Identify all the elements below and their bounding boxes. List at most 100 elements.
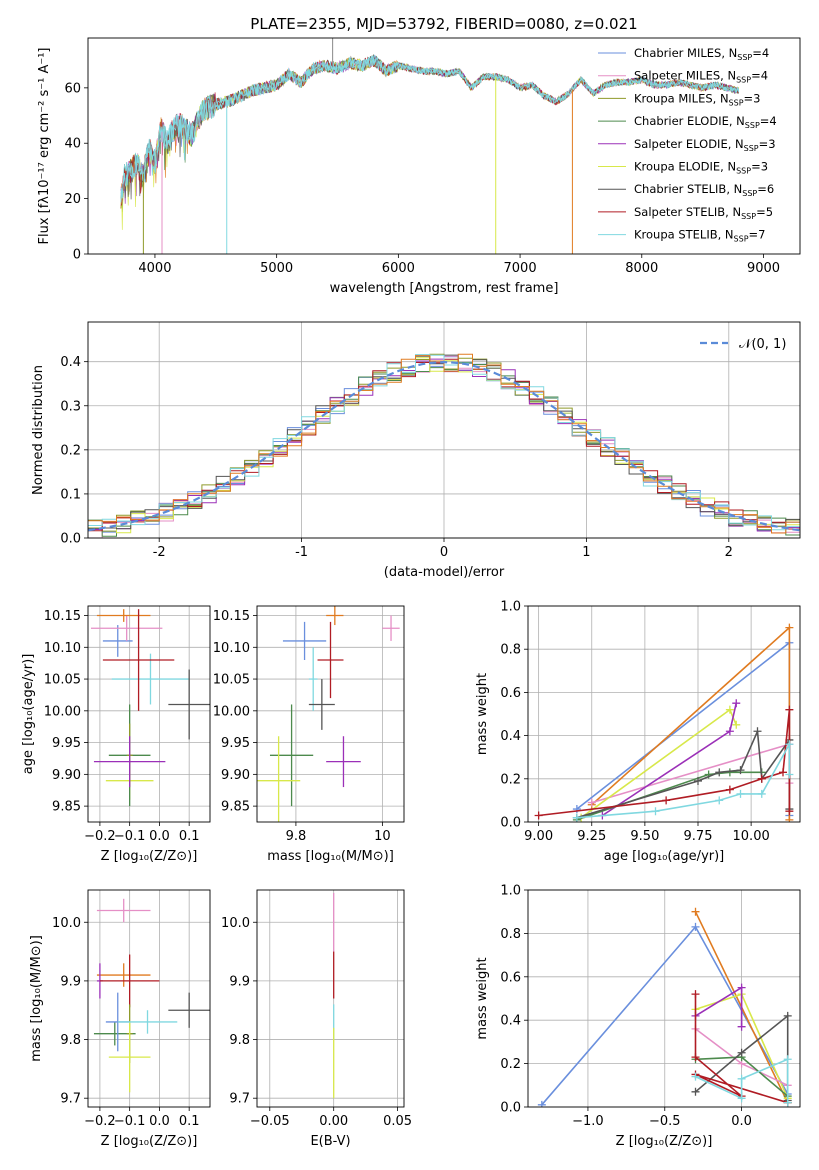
legend-label: Salpeter STELIB, NSSP=5 xyxy=(634,205,773,221)
x-tick-label: 0.1 xyxy=(179,829,200,844)
x-tick-label: −0.5 xyxy=(649,1114,681,1129)
axes-frame xyxy=(87,605,211,823)
chart-weight-vs-age: 9.00 9.25 9.50 9.75 10.00 0.0 0.2 0.4 0.6 0.8 1.0 a… xyxy=(475,600,801,864)
chart-mass-vs-Z: −0.2−0.1 0.0 0.1 9.7 9.8 9.9 10.0 Z [log₁₀(Z/Z⊙… xyxy=(29,889,211,1149)
weight-marker xyxy=(694,776,702,785)
errorbar-point xyxy=(382,615,400,641)
y-tick-label: 0.2 xyxy=(500,772,521,787)
y-tick-label: 0.8 xyxy=(500,643,521,658)
legend-label-main: Kroupa ELODIE, N xyxy=(634,160,736,174)
weight-marker xyxy=(534,811,543,820)
legend-label-main: Kroupa STELIB, N xyxy=(634,228,734,242)
errorbar-point xyxy=(282,621,327,660)
weight-marker xyxy=(572,813,581,822)
weight-marker xyxy=(725,785,734,794)
x-tick-label: 0.00 xyxy=(319,1114,348,1129)
weight-line xyxy=(591,625,791,820)
legend-label-suffix: =4 xyxy=(760,114,777,128)
legend-label-main: Chabrier MILES, N xyxy=(634,46,737,60)
y-tick-label: 9.9 xyxy=(229,974,250,989)
weight-marker xyxy=(691,922,700,931)
x-tick-label: −0.1 xyxy=(114,829,146,844)
x-axis-label: Z [log₁₀(Z/Z⊙)] xyxy=(101,1134,198,1149)
weight-marker xyxy=(587,798,596,807)
y-tick-label: 1.0 xyxy=(500,600,521,615)
x-tick-label: 9000 xyxy=(747,261,780,276)
legend-label-sub: SSP xyxy=(742,189,757,198)
y-axis-label: Flux [fλ10⁻¹⁷ erg cm⁻² s⁻¹ A⁻¹] xyxy=(37,48,52,245)
legend-label-suffix: =7 xyxy=(749,228,766,242)
weight-series xyxy=(534,705,794,820)
legend-label: Salpeter MILES, NSSP=4 xyxy=(634,69,768,85)
charts-layer: 4000 5000 6000 7000 8000 90000204060wavelengt… xyxy=(21,37,801,1149)
errorbar-point xyxy=(269,704,314,807)
grid xyxy=(88,606,210,822)
plot-area xyxy=(90,609,210,807)
chart-spectrum: 4000 5000 6000 7000 8000 9000 0 20 40 60 wavelengt… xyxy=(37,37,801,296)
y-tick-label: 0.0 xyxy=(500,1101,521,1116)
weight-marker xyxy=(651,807,660,816)
weight-marker xyxy=(737,1048,746,1057)
x-tick-label: 8000 xyxy=(625,261,658,276)
y-tick-label: 0.1 xyxy=(60,487,81,502)
y-tick-label: 0.0 xyxy=(60,532,81,547)
legend-label-suffix: =4 xyxy=(751,69,768,83)
y-tick-label: 10.15 xyxy=(213,609,250,624)
legend-label-suffix: =4 xyxy=(752,46,769,60)
legend-label-sub: SSP xyxy=(736,167,751,176)
x-tick-label: 9.50 xyxy=(630,829,659,844)
y-axis-label: age [log₁₀(age/yr)] xyxy=(21,654,36,775)
legend-label: Kroupa MILES, NSSP=3 xyxy=(634,91,760,107)
weight-marker xyxy=(662,796,671,805)
y-tick-label: 60 xyxy=(64,81,81,96)
y-tick-label: 9.95 xyxy=(52,736,81,751)
x-tick-label: 0 xyxy=(440,545,448,560)
x-tick-label: 0.0 xyxy=(149,829,170,844)
weight-marker xyxy=(691,1053,700,1062)
weight-marker xyxy=(737,983,746,992)
y-tick-label: 0.4 xyxy=(500,1014,521,1029)
x-tick-label: 5000 xyxy=(260,261,293,276)
y-tick-label: 9.8 xyxy=(229,1033,250,1048)
weight-series xyxy=(572,740,794,822)
x-tick-label: 9.8 xyxy=(286,829,307,844)
weight-marker xyxy=(783,1011,792,1020)
x-tick-label: 9.00 xyxy=(524,829,553,844)
errorbar-point xyxy=(99,954,160,1008)
x-tick-label: -1 xyxy=(295,545,308,560)
x-tick-label: −0.2 xyxy=(84,1114,116,1129)
legend-label-suffix: =5 xyxy=(756,205,773,219)
weight-marker xyxy=(779,768,787,777)
errorbar-point xyxy=(93,736,166,788)
weight-marker xyxy=(725,727,734,736)
axes-frame xyxy=(256,889,405,1108)
x-tick-label: 0.0 xyxy=(731,1114,752,1129)
weight-marker xyxy=(757,789,766,798)
chart-age-vs-mass: 9.8 10 9.85 9.90 9.95 10.00 10.05 10.10 10.15 mas… xyxy=(213,605,405,864)
x-axis-label: mass [log₁₀(M/M⊙)] xyxy=(267,849,394,864)
weight-series xyxy=(691,983,746,1031)
weight-marker xyxy=(783,1098,792,1107)
axes-frame xyxy=(87,37,801,255)
weight-marker xyxy=(785,623,794,632)
chart-weight-vs-Z: −1.0 −0.5 0.0 0.0 0.2 0.4 0.6 0.8 1.0 Z [log₁₀(Z/… xyxy=(475,884,801,1149)
plot-area xyxy=(93,898,210,1093)
y-tick-label: 40 xyxy=(64,137,81,152)
y-tick-label: 10.05 xyxy=(213,673,250,688)
x-tick-label: 7000 xyxy=(504,261,537,276)
normal-curve xyxy=(88,360,800,532)
y-axis-label: mass weight xyxy=(475,957,490,1039)
x-tick-label: 9.25 xyxy=(577,829,606,844)
x-tick-label: −0.05 xyxy=(250,1114,290,1129)
axes-frame xyxy=(527,889,801,1108)
chart-age-vs-Z: −0.2−0.1 0.0 0.1 9.85 9.90 9.95 10.00 10.05 10.1… xyxy=(21,605,211,864)
figure-title: PLATE=2355, MJD=53792, FIBERID=0080, z=0… xyxy=(250,15,637,33)
errorbar-point xyxy=(168,669,210,740)
weight-marker xyxy=(783,1055,792,1064)
errorbar-point xyxy=(90,615,163,641)
weight-marker xyxy=(753,727,762,736)
weight-marker xyxy=(732,720,741,729)
y-tick-label: 9.7 xyxy=(229,1092,250,1107)
axes-frame xyxy=(87,889,211,1108)
legend-label-main: Chabrier ELODIE, N xyxy=(634,114,745,128)
